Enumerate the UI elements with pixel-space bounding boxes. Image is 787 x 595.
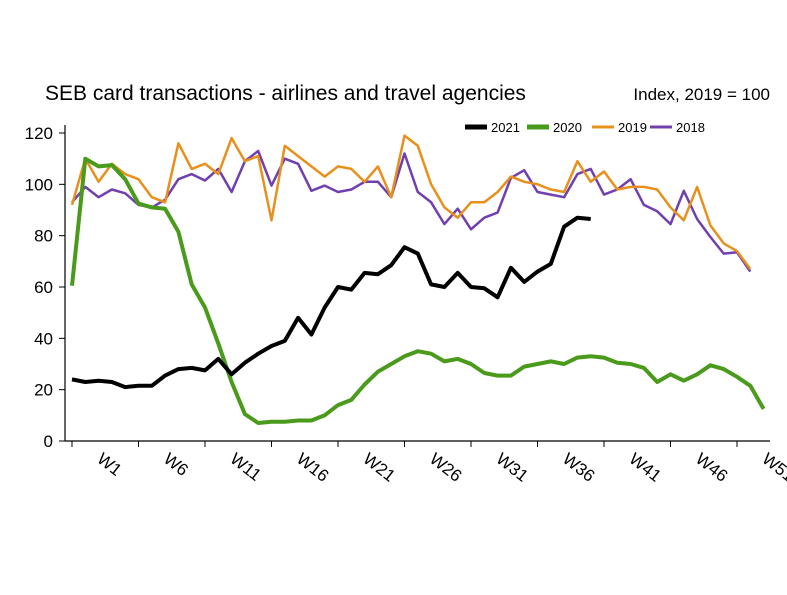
x-tick-label: W26 <box>426 449 465 486</box>
chart-subtitle: Index, 2019 = 100 <box>633 85 770 104</box>
x-tick-label: W51 <box>759 449 787 486</box>
legend-label: 2020 <box>553 120 582 135</box>
y-tick-label: 20 <box>34 381 53 400</box>
x-tick-label: W36 <box>559 449 598 486</box>
x-tick-label: W6 <box>160 449 192 480</box>
x-tick-label: W46 <box>692 449 731 486</box>
y-tick-label: 60 <box>34 278 53 297</box>
y-tick-label: 120 <box>25 124 53 143</box>
legend-label: 2021 <box>491 120 520 135</box>
chart-title: SEB card transactions - airlines and tra… <box>45 82 526 105</box>
y-tick-label: 80 <box>34 227 53 246</box>
series-line <box>71 149 752 273</box>
y-tick-label: 40 <box>34 329 53 348</box>
y-tick-label: 100 <box>25 175 53 194</box>
x-tick-label: W1 <box>94 449 126 480</box>
x-tick-label: W41 <box>626 449 665 486</box>
series-line <box>70 156 766 425</box>
y-tick-label: 0 <box>44 432 53 451</box>
legend-label: 2019 <box>618 120 647 135</box>
x-tick-label: W21 <box>360 449 399 486</box>
x-tick-label: W31 <box>493 449 532 486</box>
x-tick-label: W16 <box>293 449 332 486</box>
series-line <box>70 134 752 270</box>
legend-label: 2018 <box>676 120 705 135</box>
x-tick-label: W11 <box>227 449 265 485</box>
series-line <box>71 215 591 390</box>
